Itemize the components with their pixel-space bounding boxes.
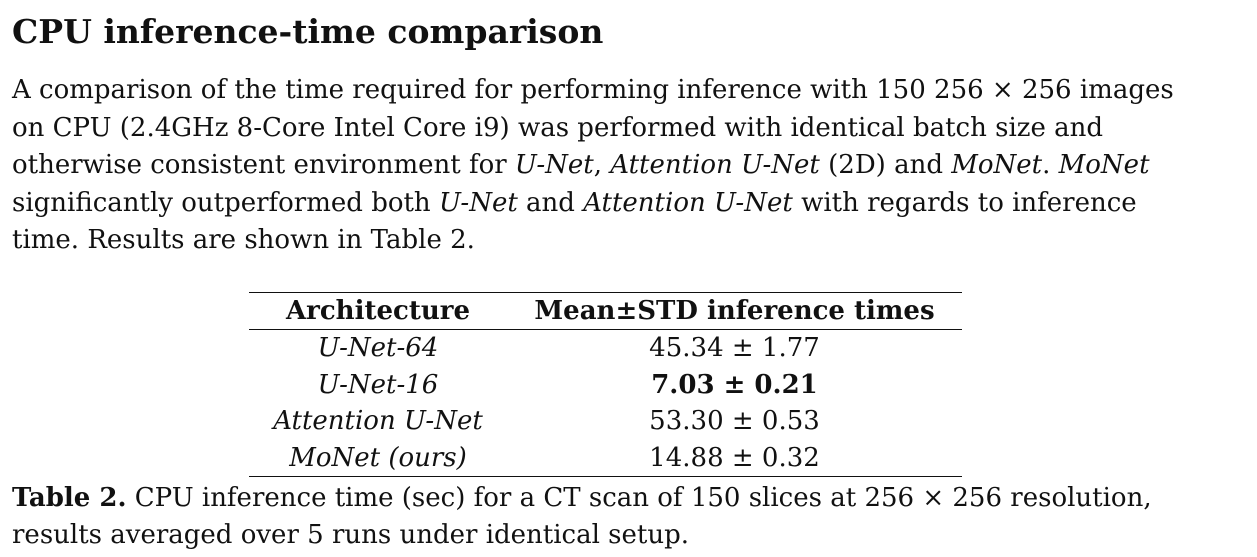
cell-time: 14.88 ± 0.32 xyxy=(649,442,820,473)
table-row: MoNet (ours) 14.88 ± 0.32 xyxy=(249,440,962,477)
model-name: U-Net xyxy=(438,187,518,218)
cell-time-best: 7.03 ± 0.21 xyxy=(651,369,818,400)
paragraph-line-4: significantly outperformed both U-Net an… xyxy=(12,185,1212,223)
model-name: MoNet xyxy=(951,150,1043,180)
paragraph-text: (2D) and xyxy=(819,150,952,180)
paragraph-line-5: time. Results are shown in Table 2. xyxy=(12,225,475,255)
caption-label: Table 2. xyxy=(12,483,127,513)
table-caption: Table 2. CPU inference time (sec) for a … xyxy=(12,480,1242,554)
model-name: MoNet xyxy=(1058,150,1150,180)
caption-text: CPU inference time (sec) for a CT scan o… xyxy=(126,483,1152,513)
results-table: Architecture Mean±STD inference times U-… xyxy=(249,292,962,477)
header-inference-time: Mean±STD inference times xyxy=(534,296,935,326)
model-name: U-Net xyxy=(514,150,594,180)
paragraph-text: and xyxy=(517,187,584,218)
section-title: CPU inference-time comparison xyxy=(12,12,604,51)
model-name: Attention U-Net xyxy=(583,187,793,218)
paragraph-text: , xyxy=(593,150,611,180)
cell-time: 53.30 ± 0.53 xyxy=(649,406,820,436)
table-header-row: Architecture Mean±STD inference times xyxy=(249,293,962,330)
paragraph-text: otherwise consistent environment for xyxy=(12,150,515,180)
table-row: Attention U-Net 53.30 ± 0.53 xyxy=(249,403,962,440)
header-architecture: Architecture xyxy=(285,296,471,326)
cell-architecture: MoNet (ours) xyxy=(289,442,467,473)
cell-time: 45.34 ± 1.77 xyxy=(649,333,820,363)
paragraph-line-1: A comparison of the time required for pe… xyxy=(12,75,1174,105)
caption-line-2: results averaged over 5 runs under ident… xyxy=(12,520,690,550)
paragraph-text: with regards to inference xyxy=(792,187,1137,218)
table-row: U-Net-16 7.03 ± 0.21 xyxy=(249,367,962,404)
caption-line-1: Table 2. CPU inference time (sec) for a … xyxy=(12,480,1242,517)
table-row: U-Net-64 45.34 ± 1.77 xyxy=(249,330,962,367)
paragraph-line-2: on CPU (2.4GHz 8-Core Intel Core i9) was… xyxy=(12,112,1104,143)
cell-architecture: U-Net-16 xyxy=(317,369,439,400)
body-paragraph: A comparison of the time required for pe… xyxy=(12,72,1212,260)
paragraph-line-3: otherwise consistent environment for U-N… xyxy=(12,147,1212,185)
paragraph-text: significantly outperformed both xyxy=(12,187,439,218)
paragraph-text: . xyxy=(1042,150,1059,180)
model-name: Attention U-Net xyxy=(610,150,820,180)
cell-architecture: U-Net-64 xyxy=(317,333,439,363)
cell-architecture: Attention U-Net xyxy=(273,406,483,436)
